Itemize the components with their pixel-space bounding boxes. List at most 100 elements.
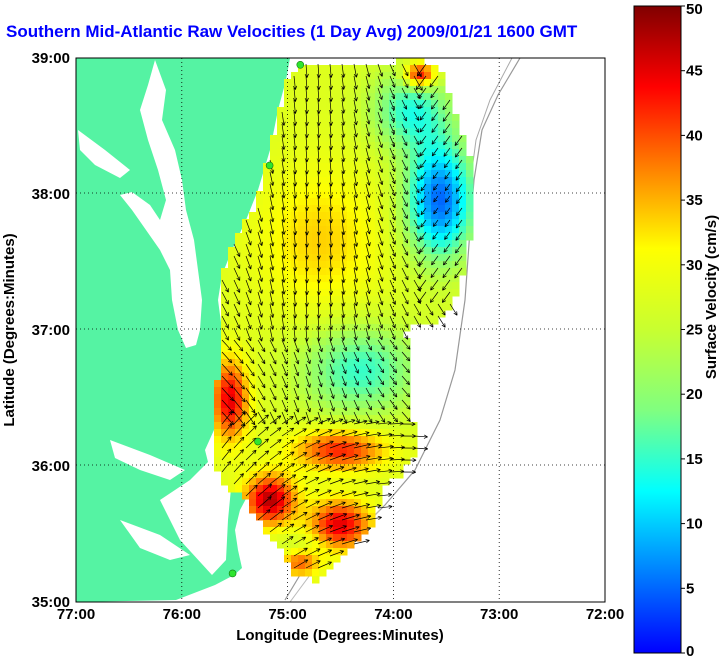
velocity-cell xyxy=(333,219,341,227)
velocity-cell xyxy=(312,422,320,430)
velocity-arrow xyxy=(353,159,358,174)
velocity-cell xyxy=(354,219,362,227)
velocity-arrow xyxy=(401,123,408,134)
velocity-cell xyxy=(347,317,355,325)
velocity-arrow xyxy=(269,279,275,295)
velocity-cell xyxy=(298,387,306,395)
velocity-cell xyxy=(319,464,327,472)
velocity-cell xyxy=(361,310,369,318)
velocity-cell xyxy=(221,296,229,304)
velocity-cell xyxy=(403,107,411,115)
velocity-arrow xyxy=(353,491,369,497)
velocity-cell xyxy=(354,205,362,213)
velocity-arrow xyxy=(281,427,295,437)
velocity-cell xyxy=(354,443,362,451)
velocity-cell xyxy=(249,485,257,493)
velocity-cell xyxy=(382,261,390,269)
velocity-cell xyxy=(396,254,404,262)
velocity-arrow xyxy=(269,171,275,186)
velocity-cell xyxy=(298,380,306,388)
velocity-cell xyxy=(291,527,299,535)
velocity-arrow xyxy=(341,87,346,102)
velocity-arrow xyxy=(437,315,446,328)
velocity-arrow xyxy=(365,123,371,137)
velocity-cell xyxy=(284,541,292,549)
velocity-cell xyxy=(361,135,369,143)
velocity-arrow xyxy=(233,424,245,437)
velocity-cell xyxy=(340,338,348,346)
velocity-cell xyxy=(242,436,250,444)
velocity-arrow xyxy=(317,453,334,461)
velocity-cell xyxy=(298,310,306,318)
velocity-cell xyxy=(368,338,376,346)
velocity-cell xyxy=(396,394,404,402)
velocity-cell xyxy=(270,254,278,262)
velocity-arrow xyxy=(245,351,255,364)
velocity-cell xyxy=(312,576,320,584)
velocity-cell xyxy=(361,408,369,416)
velocity-arrow xyxy=(389,99,395,111)
velocity-arrow xyxy=(221,351,233,364)
velocity-cell xyxy=(410,86,418,94)
velocity-cell xyxy=(396,303,404,311)
velocity-cell xyxy=(431,212,439,220)
velocity-arrow xyxy=(420,207,427,216)
velocity-arrow xyxy=(401,87,408,99)
velocity-cell xyxy=(214,408,222,416)
velocity-cell xyxy=(361,275,369,283)
velocity-cell xyxy=(333,338,341,346)
velocity-cell xyxy=(319,366,327,374)
velocity-cell xyxy=(333,394,341,402)
velocity-arrow xyxy=(233,436,245,449)
velocity-cell xyxy=(354,177,362,185)
velocity-cell xyxy=(410,79,418,87)
velocity-cell xyxy=(347,499,355,507)
velocity-cell xyxy=(305,317,313,325)
colorbar-tick-label: 40 xyxy=(686,127,703,144)
velocity-cell xyxy=(389,65,397,73)
velocity-cell xyxy=(298,107,306,115)
velocity-cell xyxy=(326,114,334,122)
velocity-cell xyxy=(298,527,306,535)
velocity-arrow xyxy=(304,99,309,114)
velocity-cell xyxy=(263,436,271,444)
velocity-cell xyxy=(270,317,278,325)
velocity-cell xyxy=(403,170,411,178)
velocity-cell xyxy=(389,135,397,143)
velocity-arrow xyxy=(293,499,309,509)
velocity-cell xyxy=(403,156,411,164)
velocity-arrow xyxy=(281,439,295,449)
velocity-arrow xyxy=(233,303,241,317)
velocity-arrow xyxy=(365,183,371,198)
velocity-cell xyxy=(319,289,327,297)
velocity-cell xyxy=(277,443,285,451)
velocity-cell xyxy=(361,401,369,409)
velocity-cell xyxy=(340,520,348,528)
velocity-arrow xyxy=(245,461,257,473)
velocity-cell xyxy=(403,254,411,262)
velocity-cell xyxy=(368,478,376,486)
velocity-cell xyxy=(333,352,341,360)
velocity-cell xyxy=(382,331,390,339)
velocity-cell xyxy=(249,247,257,255)
velocity-cell xyxy=(305,261,313,269)
velocity-cell xyxy=(424,212,432,220)
velocity-cell xyxy=(284,450,292,458)
velocity-arrow xyxy=(317,363,323,376)
velocity-cell xyxy=(319,149,327,157)
velocity-cell xyxy=(361,352,369,360)
velocity-arrow xyxy=(269,291,275,307)
velocity-cell xyxy=(291,373,299,381)
velocity-arrow xyxy=(329,418,344,425)
velocity-cell xyxy=(228,296,236,304)
velocity-arrow xyxy=(401,470,417,475)
velocity-cell xyxy=(305,65,313,73)
velocity-arrow xyxy=(419,135,427,145)
velocity-cell xyxy=(368,352,376,360)
velocity-arrow xyxy=(269,484,286,497)
velocity-arrow xyxy=(293,351,300,365)
velocity-arrow xyxy=(305,351,311,365)
velocity-cell xyxy=(466,226,474,234)
velocity-cell xyxy=(375,471,383,479)
velocity-cell xyxy=(382,408,390,416)
